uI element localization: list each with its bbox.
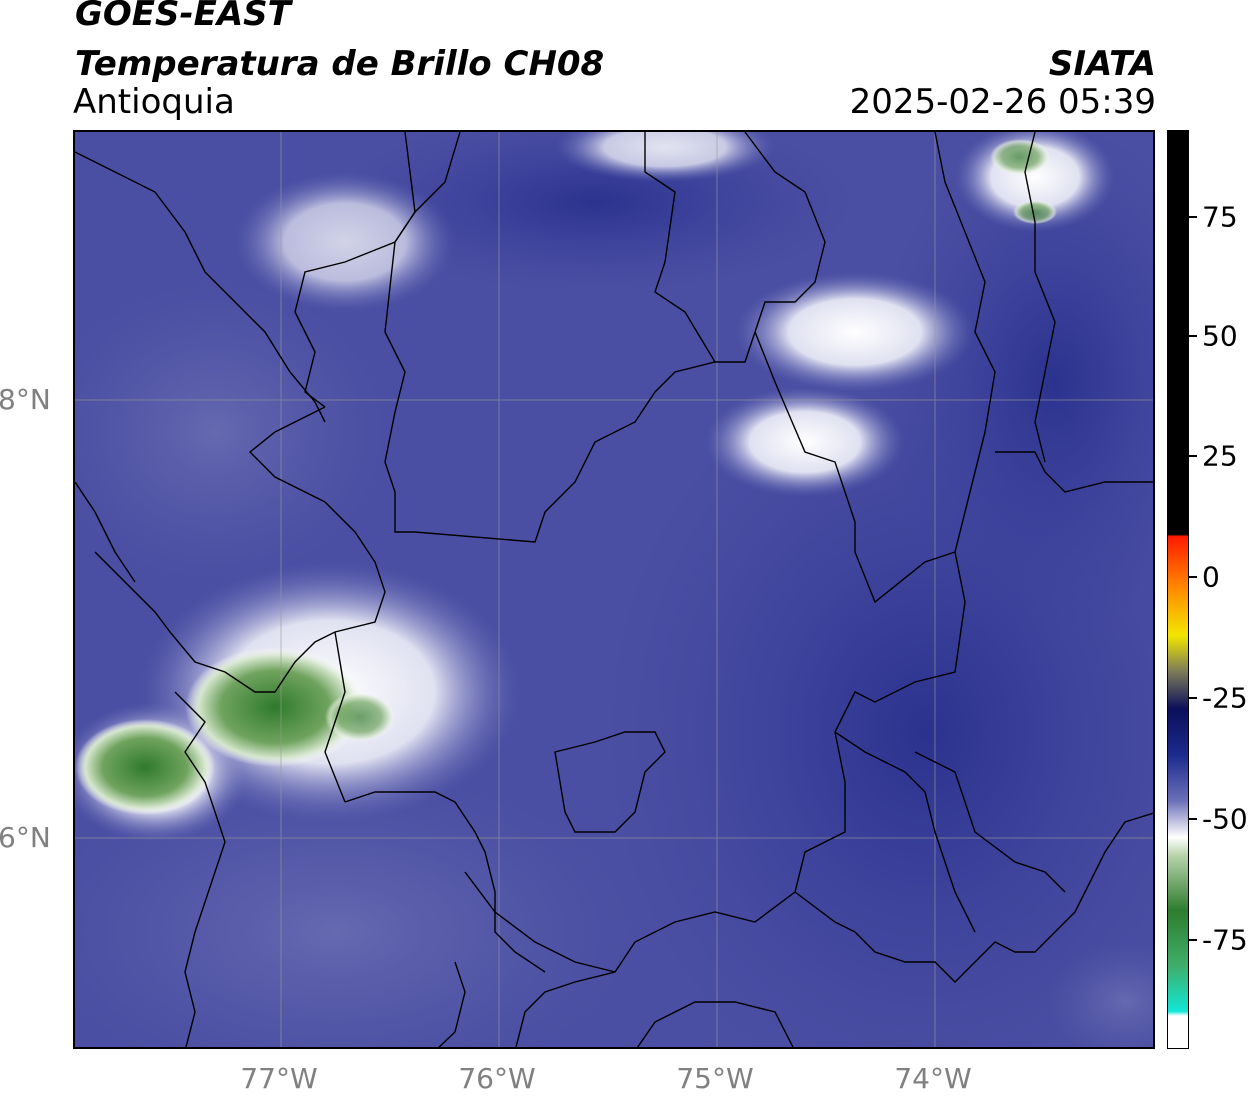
- colorbar-tick: [1189, 818, 1197, 820]
- lon-label-75w: 75°W: [676, 1062, 754, 1095]
- colorbar-tick: [1189, 455, 1197, 457]
- lat-label-6n: 6°N: [0, 821, 51, 854]
- colorbar-label: 25: [1202, 439, 1238, 473]
- colorbar: [1167, 130, 1189, 1049]
- colorbar-tick: [1189, 576, 1197, 578]
- colorbar-tick: [1189, 216, 1197, 218]
- colorbar-tick: [1189, 939, 1197, 941]
- satellite-map[interactable]: [73, 130, 1155, 1049]
- colorbar-label: -75: [1202, 923, 1248, 957]
- colorbar-label: -25: [1202, 681, 1248, 715]
- lon-label-74w: 74°W: [894, 1062, 972, 1095]
- organization-label: SIATA: [1048, 44, 1156, 84]
- product-title: Temperatura de Brillo CH08: [75, 44, 605, 84]
- boundaries: [75, 132, 1153, 1047]
- graticule: [75, 132, 1153, 1047]
- colorbar-label: 75: [1202, 200, 1238, 234]
- lon-label-77w: 77°W: [240, 1062, 318, 1095]
- region-label: Antioquia: [73, 82, 235, 122]
- colorbar-tick: [1189, 697, 1197, 699]
- map-canvas: [75, 132, 1153, 1047]
- timestamp-label: 2025-02-26 05:39: [849, 82, 1156, 122]
- lon-label-76w: 76°W: [458, 1062, 536, 1095]
- colorbar-label: -50: [1202, 802, 1248, 836]
- colorbar-tick: [1189, 335, 1197, 337]
- satellite-title: GOES-EAST: [75, 0, 291, 34]
- colorbar-label: 50: [1202, 319, 1238, 353]
- lat-label-8n: 8°N: [0, 383, 51, 416]
- colorbar-label: 0: [1202, 560, 1220, 594]
